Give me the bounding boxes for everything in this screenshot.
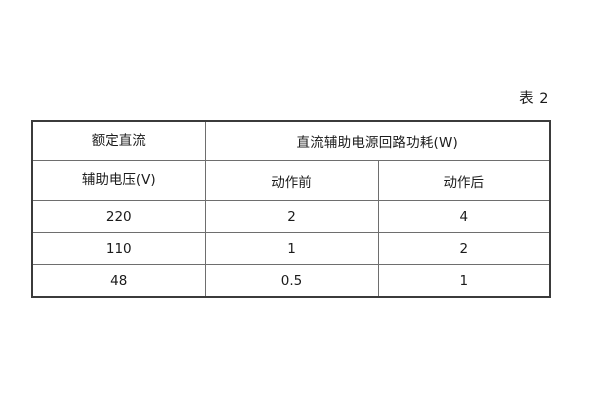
table-header-row-top: 额定直流 直流辅助电源回路功耗(W) <box>31 120 551 161</box>
cell-after-action: 4 <box>377 200 551 233</box>
dc-auxiliary-power-table: 额定直流 直流辅助电源回路功耗(W) 辅助电压(V) 动作前 动作后 220 2… <box>31 120 552 298</box>
header-auxiliary-voltage-line2: 辅助电压(V) <box>31 160 206 201</box>
header-group-power-consumption: 直流辅助电源回路功耗(W) <box>204 120 551 161</box>
cell-voltage: 48 <box>31 264 206 298</box>
table-header-row-sub: 辅助电压(V) 动作前 动作后 <box>31 160 551 201</box>
header-after-action: 动作后 <box>377 160 551 201</box>
table-container: 额定直流 直流辅助电源回路功耗(W) 辅助电压(V) 动作前 动作后 220 2… <box>31 120 552 298</box>
cell-before-action: 1 <box>204 232 379 265</box>
table-row: 48 0.5 1 <box>31 264 551 298</box>
cell-before-action: 0.5 <box>204 264 379 298</box>
table-row: 220 2 4 <box>31 200 551 233</box>
cell-voltage: 110 <box>31 232 206 265</box>
header-rated-dc-line1: 额定直流 <box>31 120 206 161</box>
cell-after-action: 1 <box>377 264 551 298</box>
table-caption: 表 2 <box>519 91 549 107</box>
cell-after-action: 2 <box>377 232 551 265</box>
cell-before-action: 2 <box>204 200 379 233</box>
table-row: 110 1 2 <box>31 232 551 265</box>
header-before-action: 动作前 <box>204 160 379 201</box>
cell-voltage: 220 <box>31 200 206 233</box>
